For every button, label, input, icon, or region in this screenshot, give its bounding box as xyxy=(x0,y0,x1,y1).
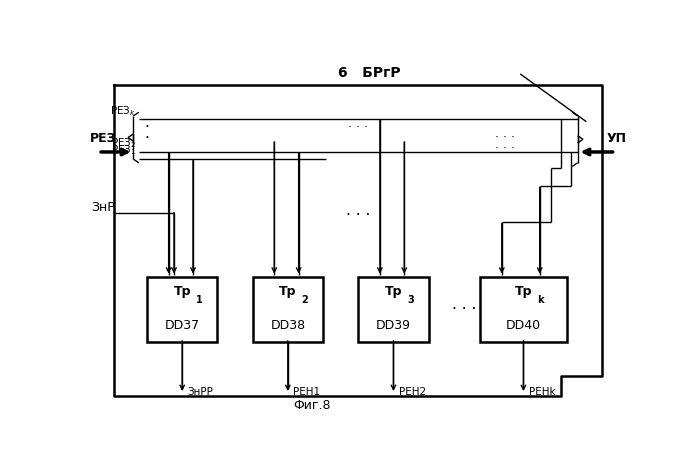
Text: 1: 1 xyxy=(196,295,203,305)
Text: ·: · xyxy=(144,120,149,135)
Text: Тр: Тр xyxy=(514,285,532,297)
Text: DD39: DD39 xyxy=(376,319,411,332)
Text: · · ·: · · · xyxy=(494,142,514,155)
Text: · · ·: · · · xyxy=(452,302,476,317)
Bar xyxy=(147,277,217,341)
Bar xyxy=(480,277,567,341)
Text: DD40: DD40 xyxy=(506,319,541,332)
Bar xyxy=(358,277,428,341)
Text: РЕЗ$_2$: РЕЗ$_2$ xyxy=(110,136,136,150)
Text: · · ·: · · · xyxy=(346,208,370,223)
Text: Тр: Тр xyxy=(279,285,296,297)
Bar xyxy=(252,277,323,341)
Text: УП: УП xyxy=(607,132,626,145)
Text: 3: 3 xyxy=(407,295,414,305)
Text: Тр: Тр xyxy=(384,285,402,297)
Text: · · ·: · · · xyxy=(494,131,514,144)
Text: РЕΗk: РЕΗk xyxy=(529,387,556,397)
Text: ЗнР: ЗнР xyxy=(91,202,115,214)
Text: РЕЗ$_1$: РЕЗ$_1$ xyxy=(110,144,136,158)
Text: Фиг.8: Фиг.8 xyxy=(294,399,331,412)
Text: DD38: DD38 xyxy=(271,319,305,332)
Text: · · ·: · · · xyxy=(348,121,368,134)
Text: 2: 2 xyxy=(301,295,308,305)
Text: DD37: DD37 xyxy=(164,319,200,332)
Text: ЗнРР: ЗнРР xyxy=(187,387,213,397)
Text: РЕЗ: РЕЗ xyxy=(90,132,117,145)
Text: РЕЗ$_k$: РЕЗ$_k$ xyxy=(110,104,136,118)
Text: Тр: Тр xyxy=(173,285,191,297)
Text: k: k xyxy=(537,295,544,305)
Text: РЕΗ2: РЕΗ2 xyxy=(399,387,426,397)
Text: РЕΗ1: РЕΗ1 xyxy=(294,387,320,397)
Text: 6   БРгР: 6 БРгР xyxy=(338,66,401,80)
Text: ·: · xyxy=(144,131,149,146)
